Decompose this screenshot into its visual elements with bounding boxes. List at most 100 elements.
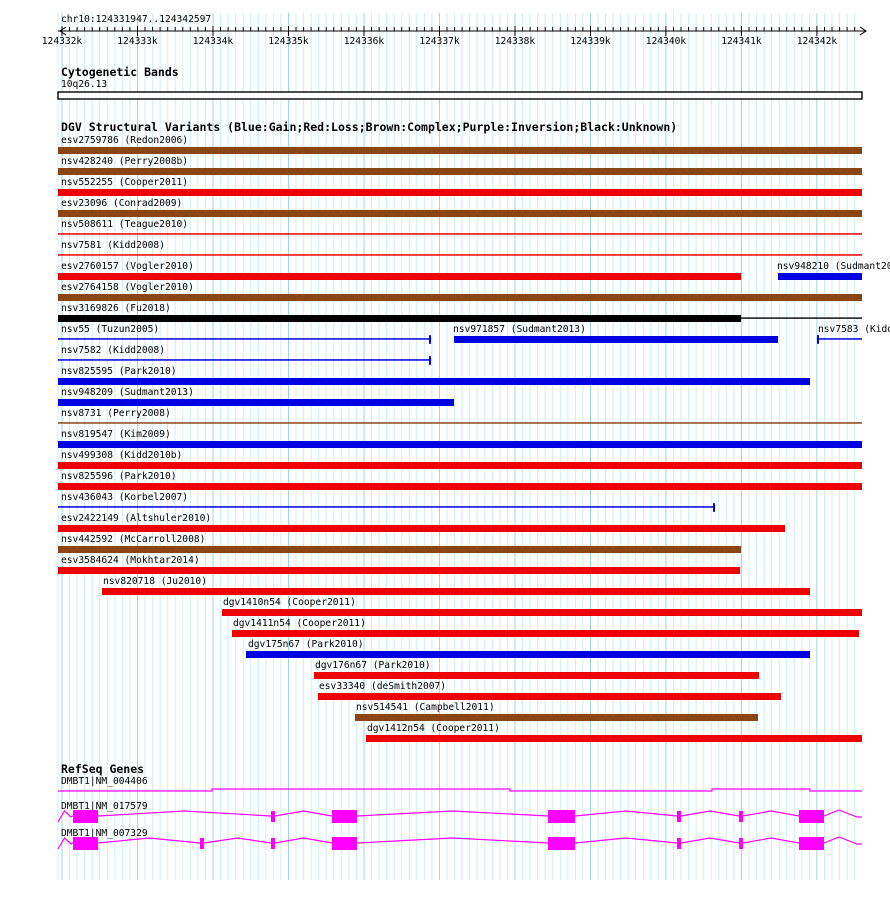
variant-bar[interactable]	[318, 693, 781, 700]
variant-label: nsv3169826 (Fu2018)	[61, 303, 171, 314]
variant-label: esv2759786 (Redon2006)	[61, 135, 189, 146]
variant-label: nsv971857 (Sudmant2013)	[453, 324, 586, 335]
variant-label: nsv820718 (Ju2010)	[103, 576, 207, 587]
variant-bar[interactable]	[58, 422, 862, 424]
variant-bar[interactable]	[58, 378, 810, 385]
variant-bar[interactable]	[58, 233, 862, 235]
ruler-tick-label: 124332k	[41, 36, 83, 47]
variant-label: esv2760157 (Vogler2010)	[61, 261, 194, 272]
exon-block[interactable]	[739, 811, 743, 822]
variant-label: dgv175n67 (Park2010)	[248, 639, 364, 650]
gene-label: DMBT1|NM_017579	[61, 801, 148, 812]
ruler-tick-label: 124337k	[419, 36, 460, 47]
exon-block[interactable]	[799, 810, 824, 823]
variant-bar[interactable]	[58, 525, 785, 532]
variant-label: nsv825595 (Park2010)	[61, 366, 177, 377]
exon-block[interactable]	[200, 838, 204, 849]
exon-block[interactable]	[271, 838, 275, 849]
ruler-tick-label: 124333k	[117, 36, 158, 47]
variant-label: dgv1411n54 (Cooper2011)	[233, 618, 366, 629]
variant-bar[interactable]	[58, 210, 862, 217]
variant-label: dgv1412n54 (Cooper2011)	[367, 723, 500, 734]
variant-label: nsv499308 (Kidd2010b)	[61, 450, 183, 461]
variant-bar[interactable]	[58, 315, 862, 322]
variant-label: nsv825596 (Park2010)	[61, 471, 177, 482]
section-title-refseq: RefSeq Genes	[61, 762, 145, 776]
ruler-tick-label: 124342k	[796, 36, 838, 47]
exon-block[interactable]	[73, 837, 98, 850]
exon-block[interactable]	[677, 811, 681, 822]
variant-label: nsv8731 (Perry2008)	[61, 408, 171, 419]
variant-label: esv2764158 (Vogler2010)	[61, 282, 194, 293]
variant-label: esv23096 (Conrad2009)	[61, 198, 183, 209]
variant-label: esv2422149 (Altshuler2010)	[61, 513, 212, 524]
variant-label: esv3584624 (Mokhtar2014)	[61, 555, 200, 566]
variant-bar[interactable]	[246, 651, 810, 658]
variant-bar[interactable]	[778, 273, 862, 280]
variant-bar[interactable]	[58, 567, 740, 574]
ruler-tick-label: 124336k	[343, 36, 385, 47]
variant-label: nsv7581 (Kidd2008)	[61, 240, 165, 251]
variant-label: dgv1410n54 (Cooper2011)	[223, 597, 356, 608]
variant-label: nsv508611 (Teague2010)	[61, 219, 189, 230]
cytoband-box[interactable]	[57, 91, 863, 100]
variant-label: nsv552255 (Cooper2011)	[61, 177, 189, 188]
variant-label: nsv948210 (Sudmant2013)	[777, 261, 890, 272]
variant-bar[interactable]	[817, 335, 862, 344]
variant-bar[interactable]	[355, 714, 758, 721]
variant-label: nsv55 (Tuzun2005)	[61, 324, 160, 335]
variant-bar[interactable]	[58, 254, 862, 256]
variant-bar[interactable]	[58, 189, 862, 196]
variant-bar[interactable]	[222, 609, 862, 616]
variant-label: nsv948209 (Sudmant2013)	[61, 387, 194, 398]
variant-bar[interactable]	[58, 168, 862, 175]
ruler-tick-label: 124338k	[494, 36, 536, 47]
variant-label: nsv428240 (Perry2008b)	[61, 156, 189, 167]
variant-bar[interactable]	[58, 483, 862, 490]
region-label: chr10:124331947..124342597	[61, 14, 212, 25]
variant-bar[interactable]	[232, 630, 859, 637]
variant-label: nsv7582 (Kidd2008)	[61, 345, 165, 356]
variant-bar[interactable]	[454, 336, 778, 343]
variant-bar[interactable]	[102, 588, 810, 595]
variant-bar[interactable]	[58, 503, 715, 512]
ruler-scale	[58, 26, 867, 36]
variant-label: nsv442592 (McCarroll2008)	[61, 534, 206, 545]
gene-model[interactable]	[58, 788, 862, 792]
variant-bar[interactable]	[58, 546, 741, 553]
exon-block[interactable]	[739, 838, 743, 849]
variant-bar[interactable]	[58, 147, 862, 154]
exon-block[interactable]	[548, 810, 575, 823]
exon-block[interactable]	[332, 810, 357, 823]
exon-block[interactable]	[332, 837, 357, 850]
variant-bar[interactable]	[58, 294, 862, 301]
section-title-dgv: DGV Structural Variants (Blue:Gain;Red:L…	[61, 120, 678, 134]
variant-bar[interactable]	[58, 335, 431, 344]
exon-block[interactable]	[73, 810, 98, 823]
variant-label: nsv514541 (Campbell2011)	[356, 702, 495, 713]
exon-block[interactable]	[799, 837, 824, 850]
variant-label: nsv7583 (Kidd2008)	[818, 324, 890, 335]
gene-model[interactable]	[57, 809, 862, 823]
variant-bar[interactable]	[58, 462, 862, 469]
variant-bar[interactable]	[366, 735, 862, 742]
cytoband-label: 10q26.13	[61, 79, 108, 90]
exon-block[interactable]	[271, 811, 275, 822]
variant-bar[interactable]	[58, 399, 454, 406]
exon-block[interactable]	[548, 837, 575, 850]
gene-model[interactable]	[57, 836, 862, 850]
variant-bar[interactable]	[58, 356, 431, 365]
ruler-tick-label: 124334k	[192, 36, 234, 47]
gene-label: DMBT1|NM_004406	[61, 776, 148, 787]
exon-block[interactable]	[677, 838, 681, 849]
variant-bar[interactable]	[58, 273, 741, 280]
variant-label: dgv176n67 (Park2010)	[315, 660, 431, 671]
variant-bar[interactable]	[314, 672, 759, 679]
ruler-tick-label: 124335k	[268, 36, 309, 47]
variant-bar[interactable]	[58, 441, 862, 448]
ruler-tick-label: 124340k	[645, 36, 687, 47]
ruler-tick-label: 124339k	[570, 36, 611, 47]
variant-label: nsv819547 (Kim2009)	[61, 429, 171, 440]
